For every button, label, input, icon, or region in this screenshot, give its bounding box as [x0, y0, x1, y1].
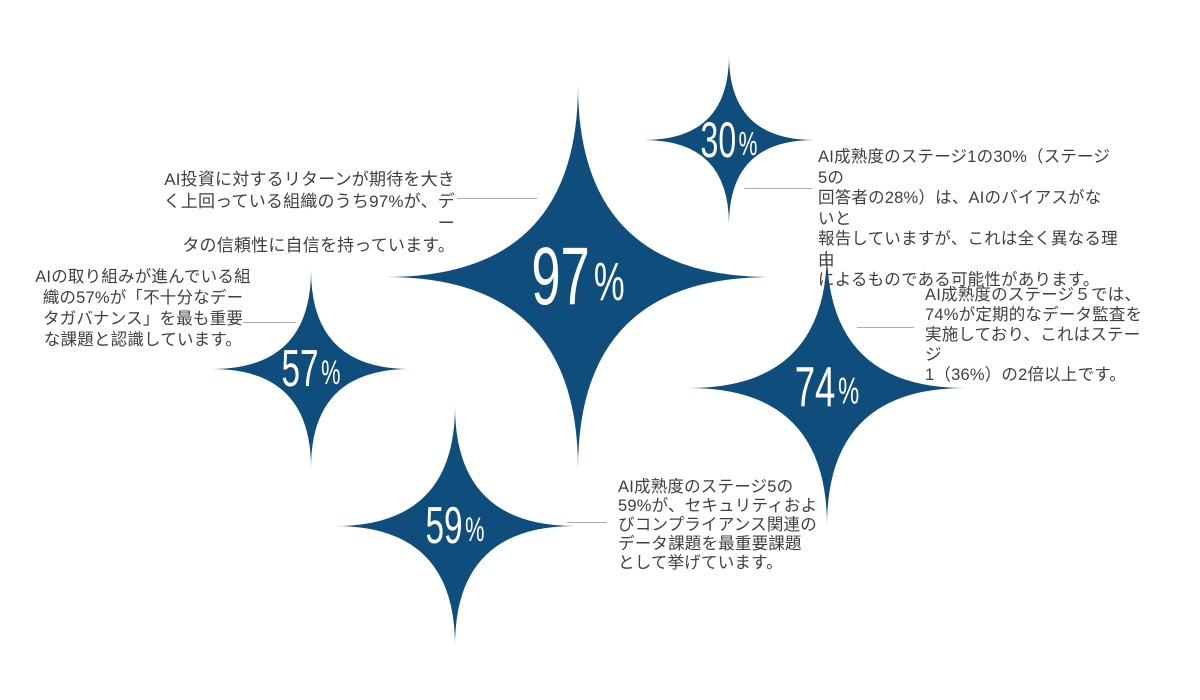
star-30-percent: 30%: [644, 55, 814, 225]
percent-label: 57%: [282, 343, 341, 395]
star-shape: [212, 270, 410, 468]
annotation-stage1-ai-bias: AI成熟度のステージ1の30%（ステージ5の 回答者の28%）は、AIのバイアス…: [818, 148, 1118, 289]
star-97-percent: 97%: [386, 85, 770, 469]
annotation-roi-data-trust: AI投資に対するリターンが期待を大き く上回っている組織のうち97%が、デー タ…: [163, 170, 455, 255]
percent-sign: %: [465, 510, 485, 549]
star-shape: [386, 85, 770, 469]
percent-label: 74%: [794, 355, 860, 420]
percent-sign: %: [593, 252, 625, 313]
percent-value: 57: [281, 340, 319, 398]
percent-value: 59: [425, 497, 463, 555]
four-point-star-icon: [335, 406, 575, 646]
star-59-percent: 59%: [335, 406, 575, 646]
star-57-percent: 57%: [212, 270, 410, 468]
connector-line-74: [857, 327, 914, 328]
four-point-star-icon: [644, 55, 814, 225]
connector-line-59: [567, 522, 607, 523]
percent-value: 97: [531, 231, 590, 322]
percent-sign: %: [738, 124, 758, 162]
star-shape: [644, 55, 814, 225]
annotation-data-governance: AIの取り組みが進んでいる組 織の57%が「不十分なデー タガバナンス」を最も重…: [35, 268, 251, 349]
connector-line-57: [243, 322, 296, 323]
annotation-security-compliance: AI成熟度のステージ5の 59%が、セキュリティおよ びコンプライアンス関連の …: [618, 478, 818, 572]
connector-line-30: [744, 188, 812, 189]
percent-value: 30: [700, 112, 737, 168]
four-point-star-icon: [689, 250, 965, 526]
star-shape: [689, 250, 965, 526]
connector-line-97: [457, 198, 537, 199]
percent-value: 74: [794, 355, 836, 420]
star-74-percent: 74%: [689, 250, 965, 526]
percent-sign: %: [838, 370, 860, 412]
four-point-star-icon: [386, 85, 770, 469]
annotation-data-audits: AI成熟度のステージ５では、 74%が定期的なデータ監査を 実施しており、これは…: [925, 286, 1143, 384]
star-shape: [335, 406, 575, 646]
percent-label: 30%: [701, 115, 758, 165]
four-point-star-icon: [212, 270, 410, 468]
percent-label: 59%: [426, 500, 485, 552]
percent-sign: %: [321, 353, 341, 392]
percent-label: 97%: [531, 236, 624, 318]
